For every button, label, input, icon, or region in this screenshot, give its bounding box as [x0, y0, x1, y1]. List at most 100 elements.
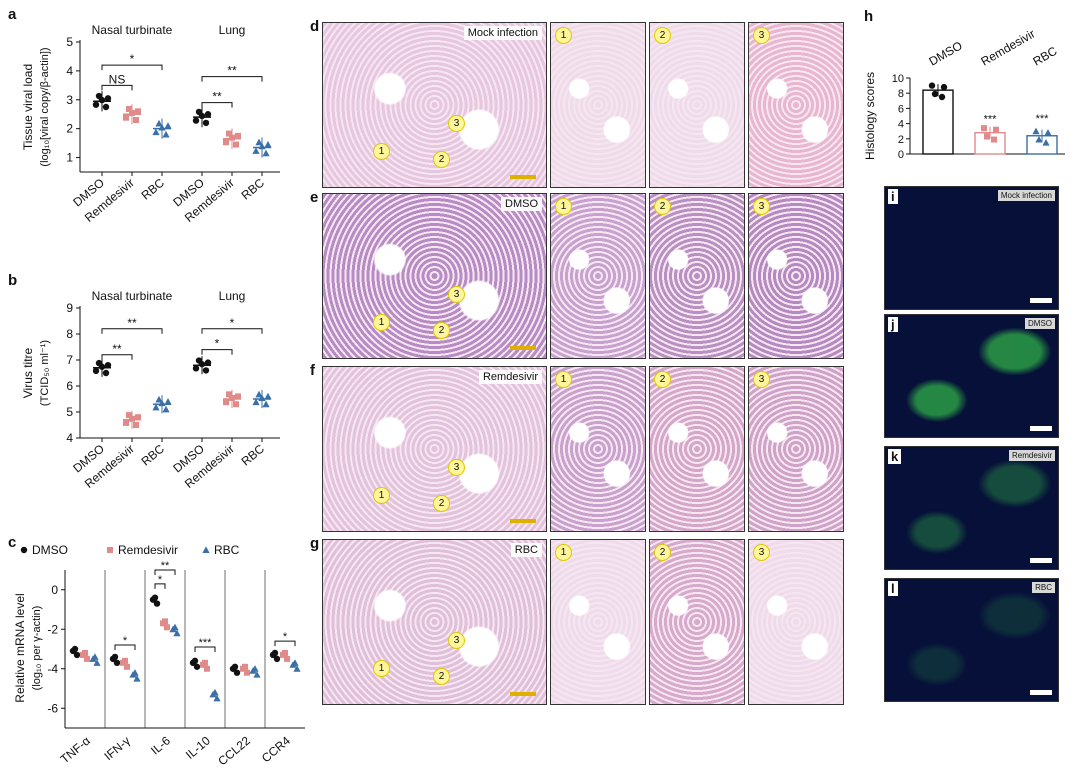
- region-marker-3: 3: [448, 286, 465, 303]
- histology-zoom-e-2: 2: [649, 193, 745, 359]
- group-label: Nasal turbinate: [92, 289, 173, 303]
- data-point: [123, 114, 129, 121]
- sig-label: *: [215, 337, 220, 351]
- data-point: [204, 111, 212, 118]
- sig-label: ***: [984, 114, 998, 126]
- data-point: [93, 659, 101, 666]
- region-marker-3: 3: [448, 115, 465, 132]
- data-point: [204, 665, 210, 672]
- data-point: [273, 655, 281, 663]
- data-point: [104, 95, 112, 102]
- y-tick-label: 8: [66, 327, 73, 341]
- data-point: [193, 663, 201, 670]
- data-point: [226, 391, 232, 398]
- x-tick-label: IL-6: [148, 733, 173, 757]
- data-point: [126, 412, 132, 419]
- y-axis-label: Relative mRNA level: [13, 593, 27, 702]
- legend-marker: [20, 546, 28, 554]
- zoom-index-1: 1: [555, 27, 572, 44]
- data-point: [258, 394, 266, 401]
- y-tick-label: 6: [66, 379, 73, 393]
- data-point: [264, 140, 272, 148]
- chart-h: 0 2 4 6 8 10 Histology scores DMSO RemdesivirRBC…: [863, 26, 1065, 161]
- sig-bracket: [201, 102, 233, 108]
- sig-label: **: [127, 316, 137, 330]
- data-point: [1044, 129, 1052, 136]
- data-point: [171, 623, 179, 631]
- fluorescence-l: l RBC: [884, 578, 1059, 702]
- y-axis-label: Tissue viral load: [21, 64, 35, 150]
- y-tick-label: -6: [47, 701, 58, 715]
- zoom-index-1: 1: [555, 371, 572, 388]
- data-point: [162, 130, 170, 138]
- histology-zoom-e-3: 3: [748, 193, 844, 359]
- zoom-index-3: 3: [753, 27, 770, 44]
- histology-zoom-f-1: 1: [550, 366, 646, 532]
- data-point: [155, 395, 163, 403]
- legend-label: RBC: [214, 543, 240, 557]
- zoom-index-1: 1: [555, 198, 572, 215]
- region-marker-2: 2: [433, 322, 450, 339]
- chart-b: 4 5 6 7 8 9 Virus titre (TCID₅₀ ml⁻¹) Nasal turb…: [21, 289, 280, 491]
- histology-overview-g: RBC 1 2 3: [322, 539, 547, 705]
- histology-zoom-g-3: 3: [748, 539, 844, 705]
- data-point: [162, 618, 168, 625]
- sig-bracket: [201, 328, 263, 334]
- data-point: [158, 399, 166, 407]
- sig-label: *: [130, 52, 135, 66]
- data-point: [104, 362, 112, 369]
- data-point: [213, 694, 221, 702]
- histology-zoom-g-2: 2: [649, 539, 745, 705]
- data-point: [931, 90, 939, 98]
- scale-bar: [510, 346, 536, 350]
- zoom-index-3: 3: [753, 198, 770, 215]
- data-point: [198, 112, 206, 120]
- sig-label: *: [123, 635, 128, 647]
- group-label: Lung: [219, 23, 246, 37]
- data-point: [155, 119, 163, 127]
- region-marker-1: 1: [373, 660, 390, 677]
- data-point: [158, 123, 166, 131]
- data-point: [204, 359, 212, 366]
- zoom-index-3: 3: [753, 544, 770, 561]
- data-point: [124, 663, 130, 670]
- x-tick-label: RBC: [139, 175, 168, 202]
- data-point: [84, 655, 90, 662]
- zoom-index-2: 2: [654, 27, 671, 44]
- data-point: [1032, 127, 1040, 135]
- fluorescence-tag-k: Remdesivir: [1008, 450, 1055, 461]
- sig-bracket: [154, 569, 176, 575]
- zoom-index-2: 2: [654, 544, 671, 561]
- y-tick-label: 3: [66, 93, 73, 107]
- y-axis-label: Histology scores: [863, 72, 877, 160]
- sig-bracket: [201, 349, 233, 355]
- panel-letter-k: k: [888, 449, 902, 464]
- histology-tag-d: Mock infection: [463, 26, 542, 40]
- panel-letter-i: i: [888, 189, 898, 204]
- data-point: [1035, 135, 1043, 143]
- data-point: [938, 93, 946, 101]
- sig-label: ***: [199, 637, 213, 649]
- data-point: [71, 645, 79, 653]
- sig-label: ***: [1036, 113, 1050, 125]
- panel-letter-f: f: [310, 362, 315, 379]
- data-point: [252, 147, 260, 154]
- data-point: [129, 110, 135, 117]
- y-tick-label: 5: [66, 35, 73, 49]
- data-point: [993, 126, 999, 133]
- sig-label: *: [230, 316, 235, 330]
- scale-bar: [1030, 690, 1052, 695]
- sig-label: **: [112, 342, 122, 356]
- data-point: [73, 651, 81, 659]
- data-point: [192, 117, 200, 124]
- data-point: [98, 363, 106, 370]
- sig-label: NS: [109, 72, 126, 86]
- scale-bar: [1030, 426, 1052, 431]
- y-tick-label: 2: [66, 122, 73, 136]
- region-marker-2: 2: [433, 151, 450, 168]
- panel-letter-a: a: [8, 6, 17, 23]
- y-axis-label-units: (log₁₀[viral copy/β-actin]): [39, 47, 51, 166]
- histology-tag-e: DMSO: [501, 197, 542, 211]
- data-point: [981, 125, 987, 132]
- data-point: [223, 139, 229, 146]
